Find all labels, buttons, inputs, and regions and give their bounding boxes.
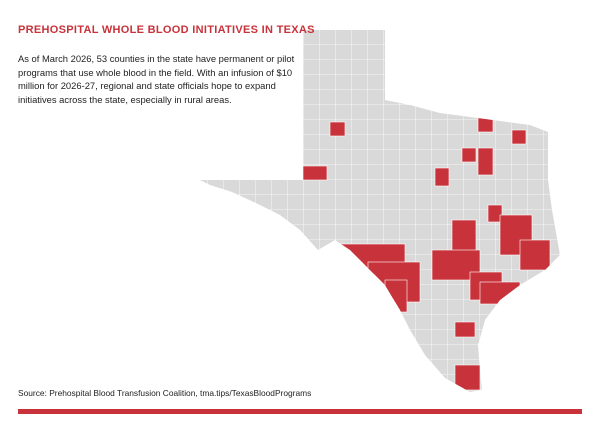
description: As of March 2026, 53 counties in the sta… xyxy=(18,53,295,105)
title: PREHOSPITAL WHOLE BLOOD INITIATIVES IN T… xyxy=(18,24,315,36)
divider xyxy=(18,409,582,414)
source: Source: Prehospital Blood Transfusion Co… xyxy=(18,388,312,398)
